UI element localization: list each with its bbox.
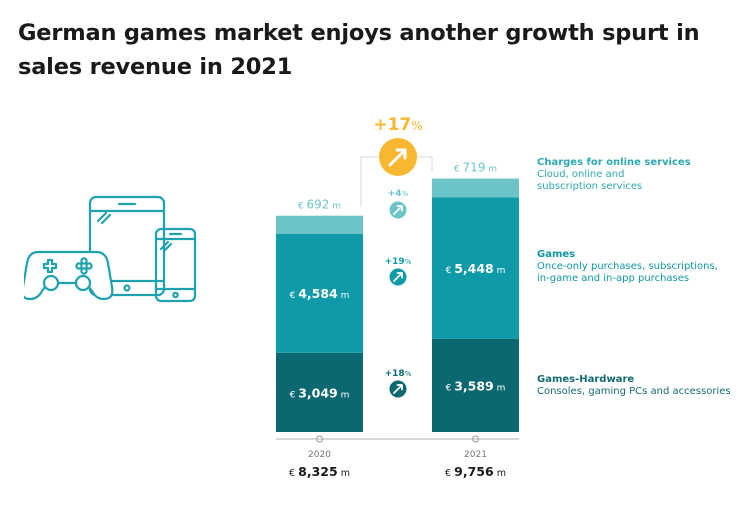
legend-online-desc-2: subscription services (537, 181, 643, 192)
gaming-devices-icon (24, 195, 197, 303)
legend-games-desc-2: in-game and in-app purchases (537, 273, 690, 284)
bar-hardware-2020 (276, 352, 363, 432)
legend-hardware: Games-Hardware Consoles, gaming PCs and … (537, 374, 731, 398)
page-title: German games market enjoys another growt… (18, 20, 700, 80)
data-label-online-2021: € 719 m (454, 161, 497, 175)
x-tick-label-2021: 2021 (464, 450, 487, 460)
data-label-online-2020: € 692 m (298, 198, 341, 212)
data-label-hardware-2020: € 3,049 m (290, 385, 350, 400)
data-label-hardware-2021: € 3,589 m (446, 378, 506, 393)
growth-arrow-icon-games (393, 272, 403, 282)
legend-hardware-title: Games-Hardware (537, 374, 635, 385)
growth-label-games: +19% (385, 257, 412, 267)
legend-hardware-desc-1: Consoles, gaming PCs and accessories (537, 386, 731, 397)
total-label-2020: € 8,325 m (289, 464, 350, 479)
growth-label-hardware: +18% (385, 369, 412, 379)
legend-games: Games Once-only purchases, subscriptions… (537, 249, 718, 285)
legend-online-title: Charges for online services (537, 157, 691, 168)
legend-online-desc-1: Cloud, online and (537, 169, 625, 180)
legend-online: Charges for online services Cloud, onlin… (537, 157, 691, 193)
growth-arrow-icon-hardware (393, 384, 403, 394)
bar-games-2021 (432, 197, 519, 339)
legend-games-title: Games (537, 249, 576, 260)
bar-online-2020 (276, 215, 363, 234)
growth-connector-right (418, 156, 433, 172)
bar-online-2021 (432, 178, 519, 198)
total-growth-label: +17% (373, 115, 422, 135)
bar-games-2020 (276, 233, 363, 353)
data-label-games-2020: € 4,584 m (290, 286, 350, 301)
growth-label-online: +4% (388, 189, 409, 199)
growth-connector-left (360, 156, 379, 207)
growth-arrow-icon-online (393, 205, 403, 215)
legend-games-desc-1: Once-only purchases, subscriptions, (537, 261, 718, 272)
data-label-games-2021: € 5,448 m (446, 261, 506, 276)
bar-hardware-2021 (432, 338, 519, 432)
total-label-2021: € 9,756 m (445, 464, 506, 479)
total-growth-arrow-icon (388, 148, 407, 167)
x-tick-label-2020: 2020 (308, 450, 331, 460)
